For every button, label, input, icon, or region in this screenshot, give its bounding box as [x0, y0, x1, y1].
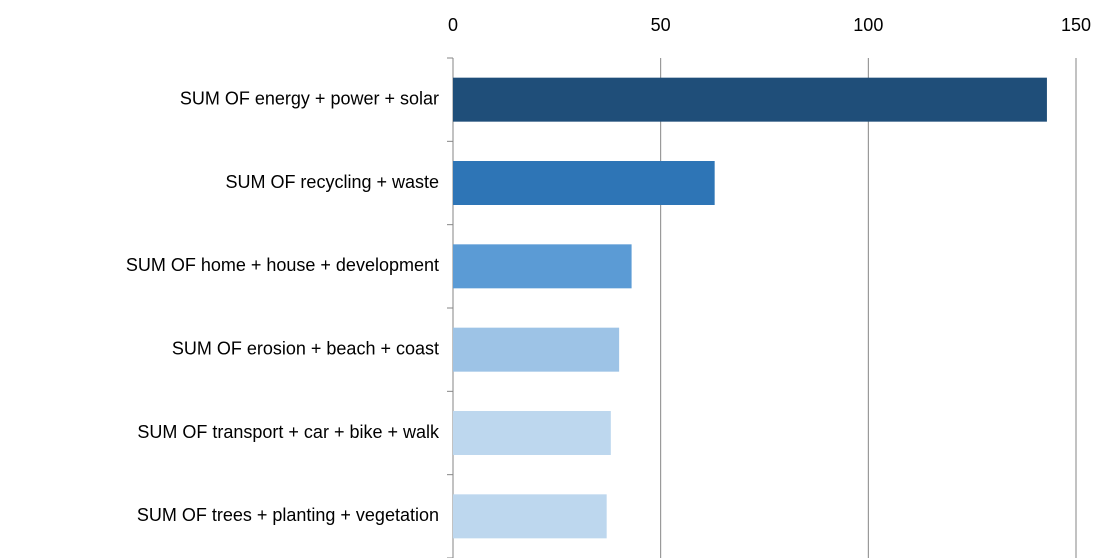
y-tick-label: SUM OF transport + car + bike + walk [137, 422, 440, 442]
bar [453, 161, 715, 205]
x-tick-label: 100 [853, 15, 883, 35]
x-tick-label: 150 [1061, 15, 1091, 35]
y-tick-label: SUM OF recycling + waste [225, 172, 439, 192]
bar [453, 327, 620, 372]
bar [453, 244, 632, 289]
x-tick-label: 50 [651, 15, 671, 35]
y-tick-label: SUM OF energy + power + solar [180, 88, 439, 108]
y-tick-label: SUM OF erosion + beach + coast [172, 338, 439, 358]
bar [453, 77, 1047, 122]
y-tick-label: SUM OF home + house + development [126, 255, 439, 275]
bar [453, 494, 607, 539]
y-tick-label: SUM OF trees + planting + vegetation [137, 505, 439, 525]
x-tick-label: 0 [448, 15, 458, 35]
bar [453, 411, 611, 455]
